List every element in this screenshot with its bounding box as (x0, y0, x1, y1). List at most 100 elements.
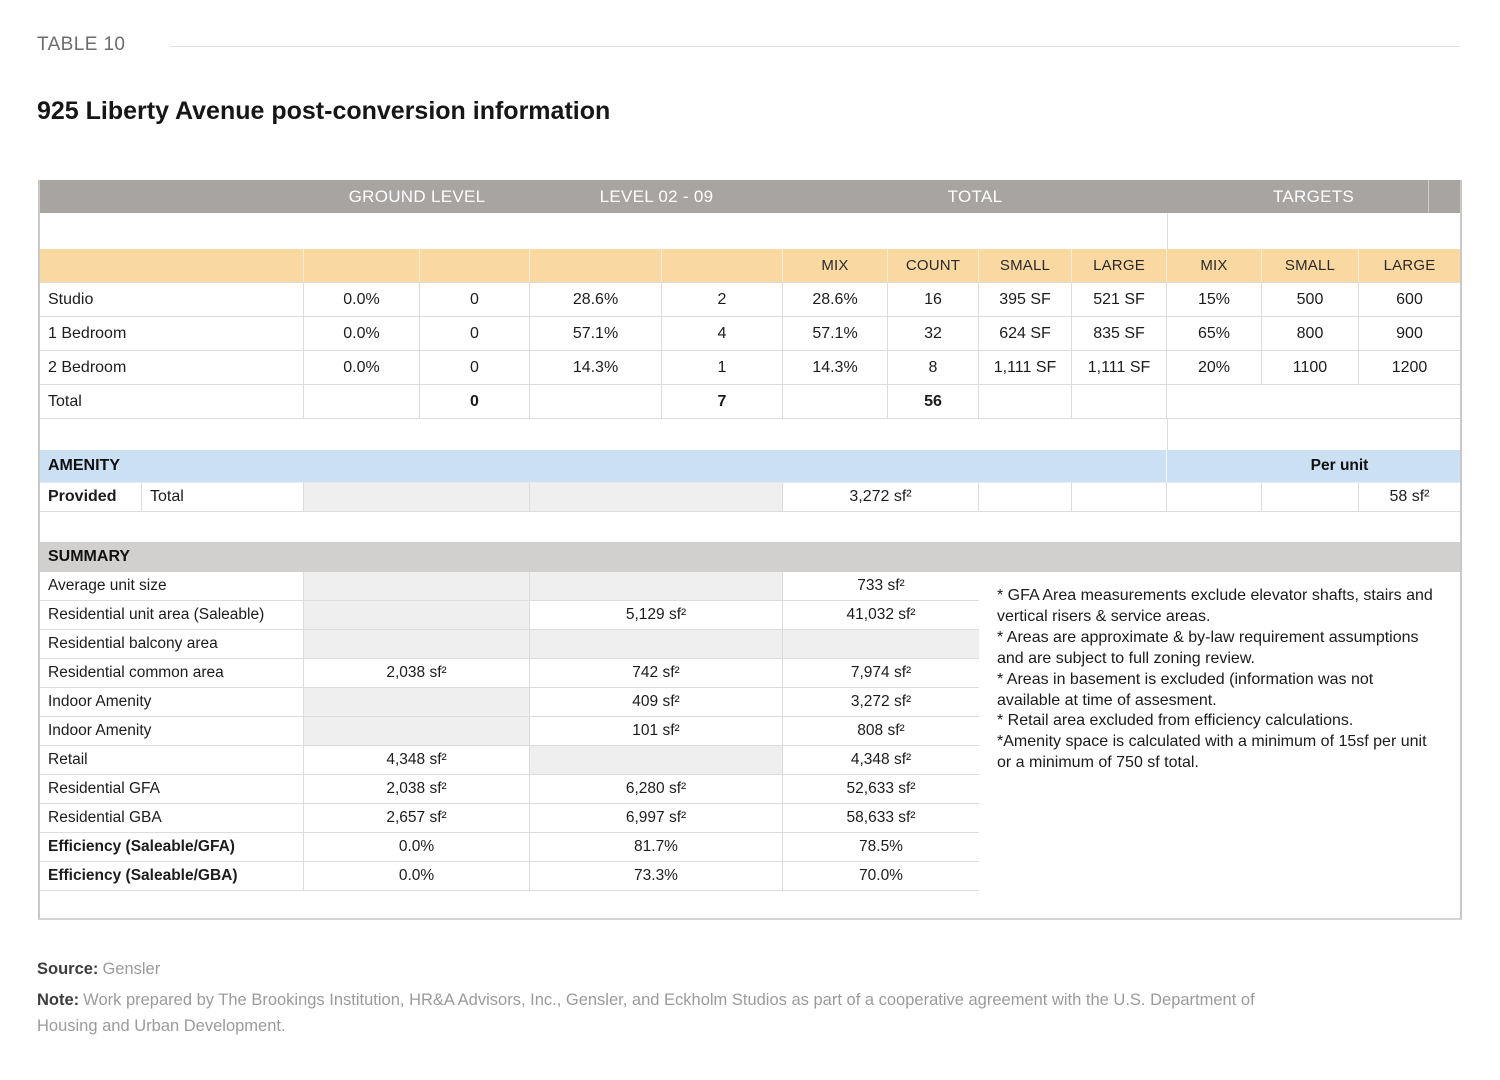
amenity-cell (1167, 483, 1262, 512)
amenity-provided-row: Provided Total 3,272 sf² 58 sf² (40, 483, 1460, 512)
unit-cell: 0 (420, 317, 530, 351)
note-item: * GFA Area measurements exclude elevator… (997, 587, 1433, 625)
unit-cell: 1200 (1359, 351, 1460, 385)
summary-level-value: 409 sf² (530, 688, 783, 717)
unit-cell (530, 385, 662, 419)
summary-level-value (530, 572, 783, 601)
unit-row-2-bedroom: 2 Bedroom 0.0% 0 14.3% 1 14.3% 8 1,111 S… (40, 351, 1460, 385)
summary-row: Residential unit area (Saleable) 5,129 s… (40, 601, 1460, 630)
amenity-total-label: Total (142, 483, 304, 512)
spacer-row (40, 512, 1460, 542)
amenity-cell (979, 483, 1072, 512)
unit-cell: 0 (420, 385, 530, 419)
unit-cell: 28.6% (783, 283, 888, 317)
unit-cell: 7 (662, 385, 783, 419)
col-group-ground-level: GROUND LEVEL (348, 186, 486, 206)
summary-row: Retail 4,348 sf² 4,348 sf² (40, 746, 1460, 775)
amenity-header-row: AMENITY Per unit (40, 450, 1460, 483)
unit-cell: 14.3% (530, 351, 662, 385)
summary-row-label: Indoor Amenity (40, 688, 304, 717)
summary-total-value: 4,348 sf² (783, 746, 979, 775)
post-conversion-table: GROUND LEVEL LEVEL 02 - 09 TOTAL TARGETS… (38, 180, 1462, 920)
amenity-cell (304, 483, 530, 512)
subheader-row: MIX COUNT SMALL LARGE MIX SMALL LARGE (40, 249, 1460, 283)
summary-total-value: 52,633 sf² (783, 775, 979, 804)
summary-level-value: 6,280 sf² (530, 775, 783, 804)
source-line: Source: Gensler (37, 956, 1282, 982)
unit-cell: 0 (420, 351, 530, 385)
unit-cell: 20% (1167, 351, 1262, 385)
unit-cell: 28.6% (530, 283, 662, 317)
unit-cell: 56 (888, 385, 979, 419)
summary-row: Residential balcony area (40, 630, 1460, 659)
summary-ground-value: 2,038 sf² (304, 775, 530, 804)
summary-total-value: 808 sf² (783, 717, 979, 746)
unit-cell: 500 (1262, 283, 1359, 317)
unit-cell (1072, 385, 1167, 419)
table-notes: * GFA Area measurements exclude elevator… (997, 586, 1433, 774)
summary-total-value: 78.5% (783, 833, 979, 862)
note-label: Note: (37, 991, 80, 1010)
amenity-per-unit-label: Per unit (1167, 450, 1460, 483)
amenity-section-title: AMENITY (40, 450, 1167, 483)
unit-cell: 0.0% (304, 283, 420, 317)
unit-row-studio: Studio 0.0% 0 28.6% 2 28.6% 16 395 SF 52… (40, 283, 1460, 317)
summary-ground-value (304, 717, 530, 746)
summary-level-value: 73.3% (530, 862, 783, 891)
summary-row: Efficiency (Saleable/GFA) 0.0% 81.7% 78.… (40, 833, 1460, 862)
spacer-cell (40, 213, 1167, 249)
summary-ground-value (304, 688, 530, 717)
note-value: Work prepared by The Brookings Instituti… (37, 991, 1255, 1036)
unit-cell: 800 (1262, 317, 1359, 351)
summary-header-row: SUMMARY (40, 542, 1460, 572)
summary-total-value: 7,974 sf² (783, 659, 979, 688)
summary-total-value: 70.0% (783, 862, 979, 891)
summary-level-value: 81.7% (530, 833, 783, 862)
note-item: * Areas in basement is excluded (informa… (997, 670, 1374, 709)
column-group-header-row: GROUND LEVEL LEVEL 02 - 09 TOTAL TARGETS (40, 180, 1460, 213)
note-item: * Retail area excluded from efficiency c… (997, 712, 1354, 730)
unit-cell: 835 SF (1072, 317, 1167, 351)
summary-row-label: Residential unit area (Saleable) (40, 601, 304, 630)
unit-cell: 4 (662, 317, 783, 351)
divider-rule (170, 46, 1460, 47)
summary-row: Residential GFA 2,038 sf² 6,280 sf² 52,6… (40, 775, 1460, 804)
unit-cell (979, 385, 1072, 419)
unit-cell: 1,111 SF (979, 351, 1072, 385)
subheader-total-large: LARGE (1072, 249, 1167, 283)
unit-cell: 900 (1359, 317, 1460, 351)
summary-ground-value: 2,038 sf² (304, 659, 530, 688)
unit-row-label: Studio (40, 283, 304, 317)
summary-row: Indoor Amenity 101 sf² 808 sf² (40, 717, 1460, 746)
col-group-targets: TARGETS (1272, 186, 1355, 206)
summary-row-label: Residential common area (40, 659, 304, 688)
amenity-cell (1262, 483, 1359, 512)
table-number-tag: TABLE 10 (37, 34, 126, 55)
unit-cell: 57.1% (783, 317, 888, 351)
subheader-empty-cell (40, 249, 304, 283)
source-value: Gensler (102, 960, 161, 978)
unit-cell: 600 (1359, 283, 1460, 317)
amenity-cell (530, 483, 783, 512)
summary-row: Average unit size 733 sf² (40, 572, 1460, 601)
summary-row-label: Average unit size (40, 572, 304, 601)
summary-row-label: Residential GFA (40, 775, 304, 804)
summary-ground-value: 4,348 sf² (304, 746, 530, 775)
amenity-cell (1072, 483, 1167, 512)
header-spacer-cell (40, 180, 304, 213)
summary-ground-value: 0.0% (304, 833, 530, 862)
summary-ground-value (304, 630, 530, 659)
col-group-total: TOTAL (947, 186, 1003, 206)
spacer-row (40, 419, 1460, 450)
summary-ground-value (304, 601, 530, 630)
amenity-total-value: 3,272 sf² (783, 483, 979, 512)
unit-cell: 2 (662, 283, 783, 317)
subheader-empty-cell (530, 249, 662, 283)
summary-row: Efficiency (Saleable/GBA) 0.0% 73.3% 70.… (40, 862, 1460, 891)
unit-cell (304, 385, 420, 419)
unit-cell: 14.3% (783, 351, 888, 385)
unit-cell: 65% (1167, 317, 1262, 351)
unit-row-1-bedroom: 1 Bedroom 0.0% 0 57.1% 4 57.1% 32 624 SF… (40, 317, 1460, 351)
unit-cell: 8 (888, 351, 979, 385)
col-group-level-02-09: LEVEL 02 - 09 (599, 186, 714, 206)
